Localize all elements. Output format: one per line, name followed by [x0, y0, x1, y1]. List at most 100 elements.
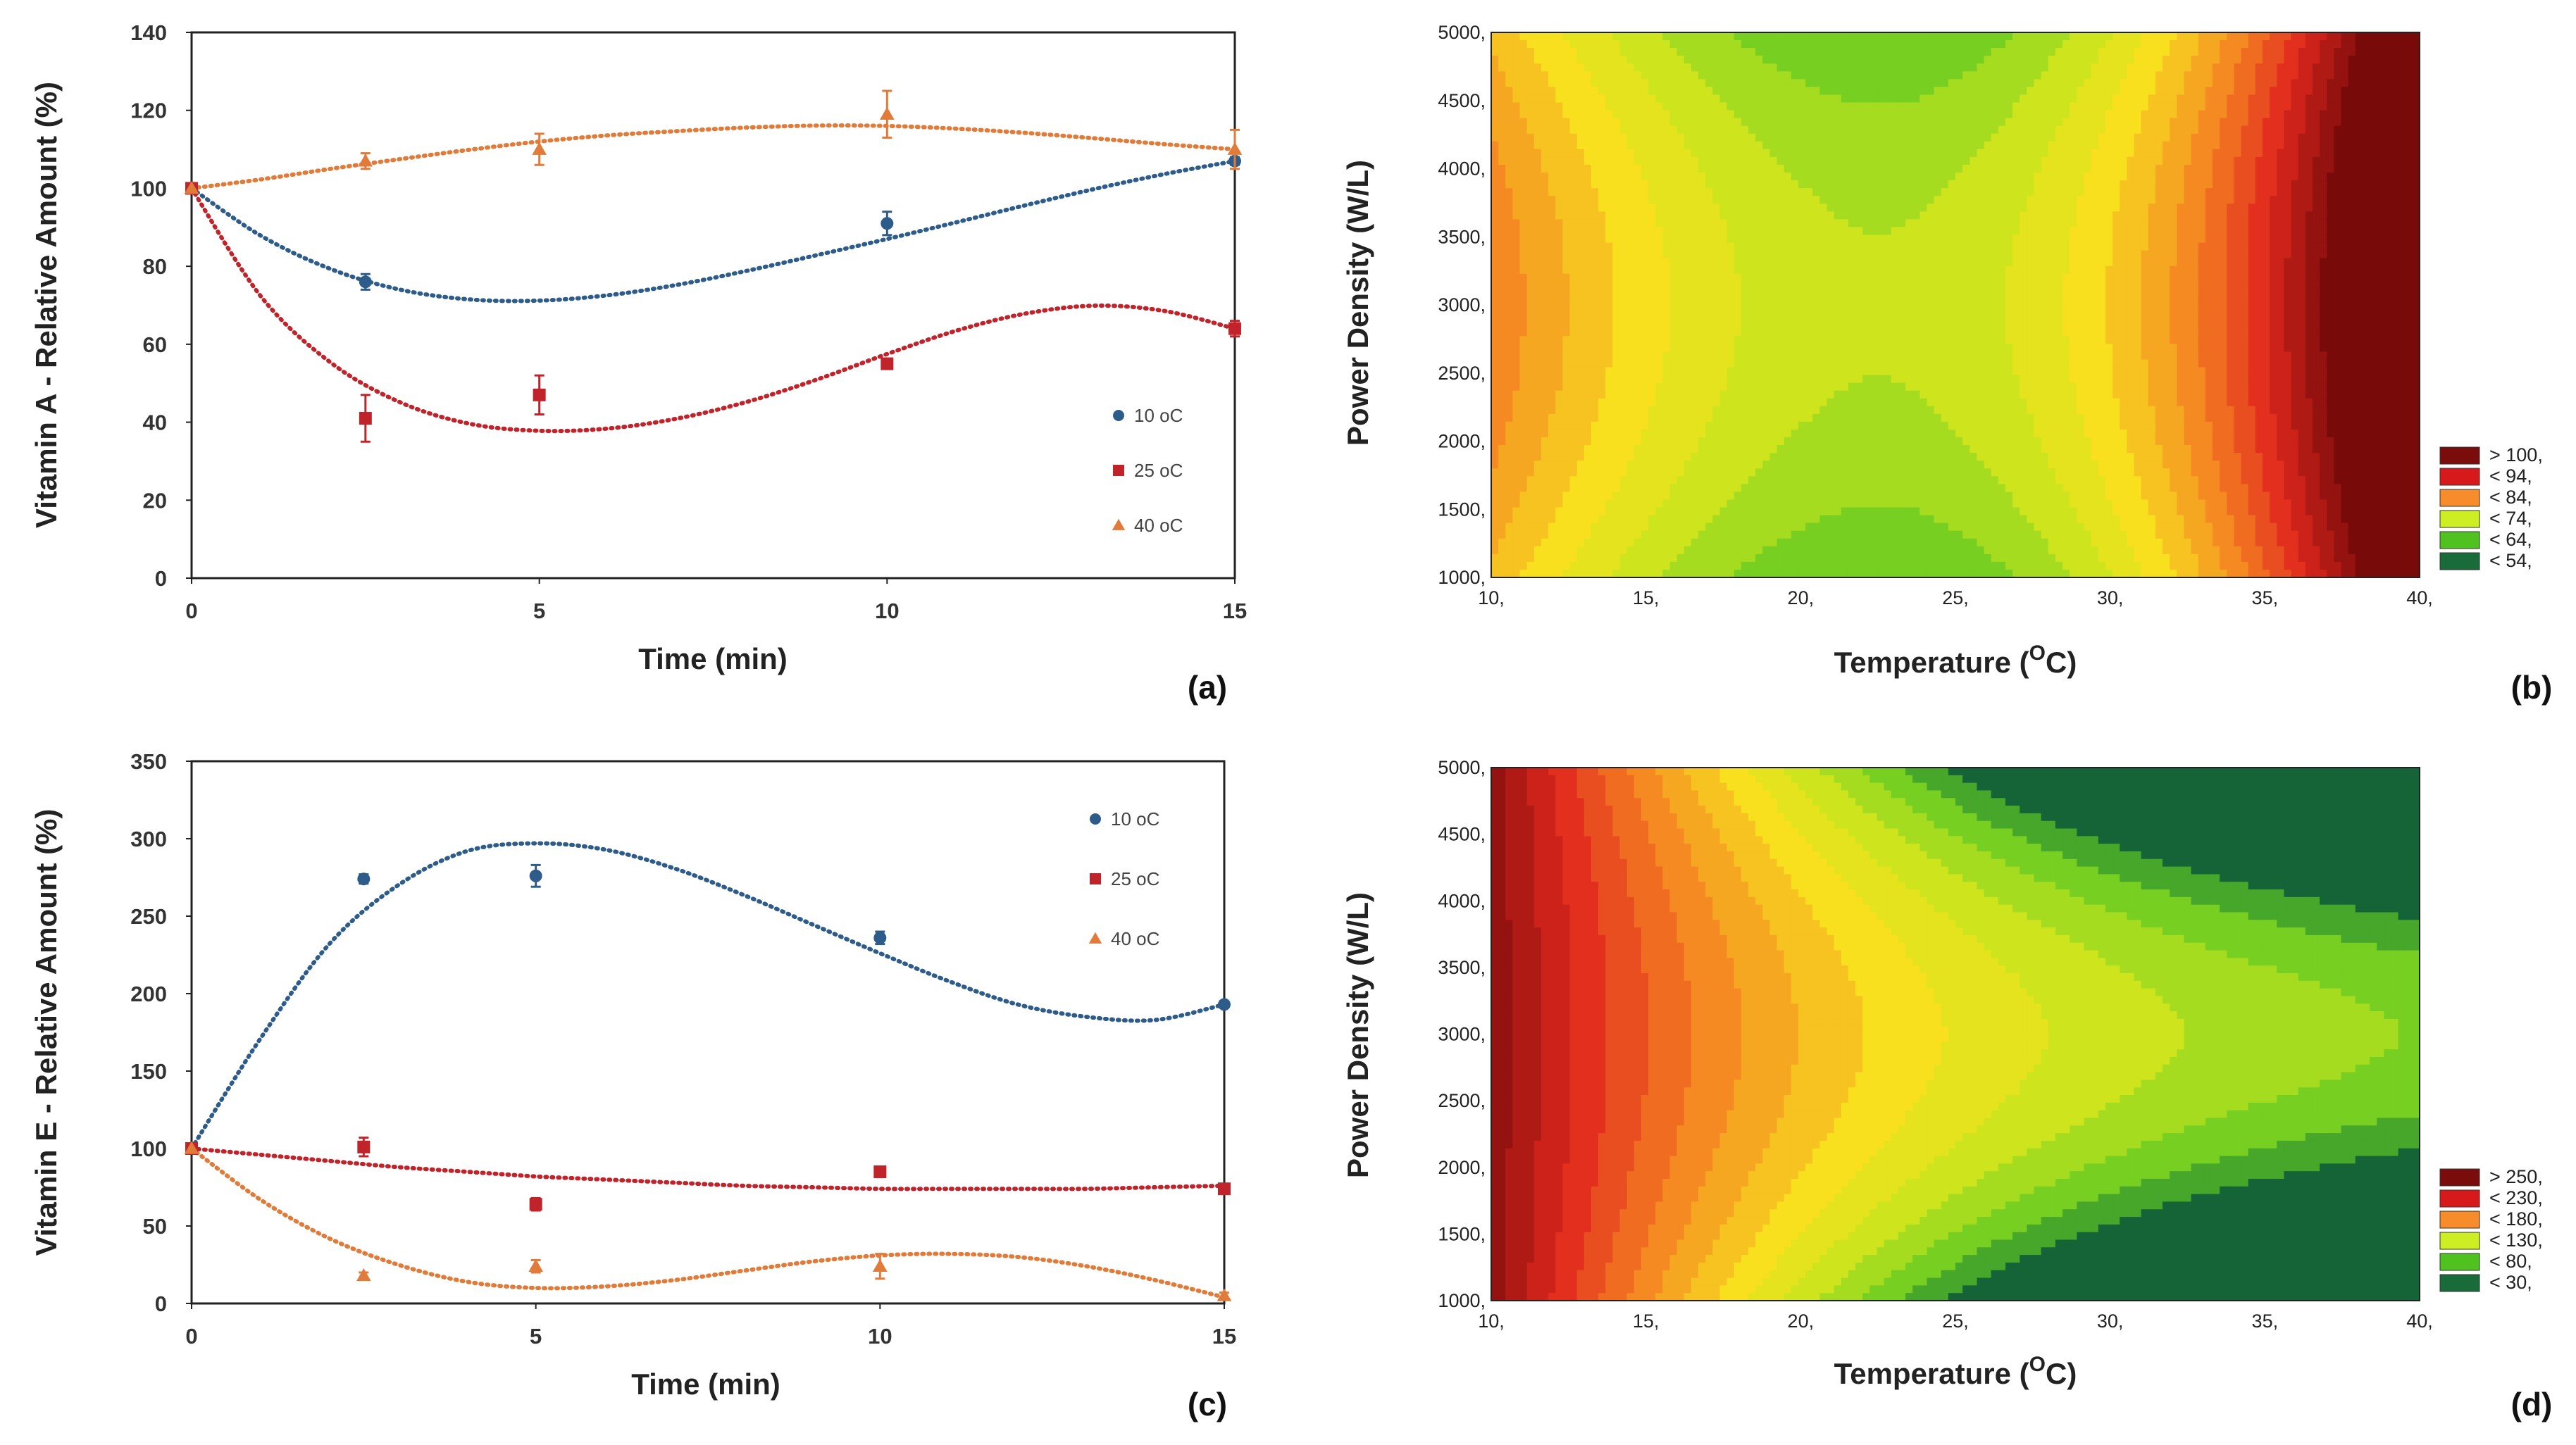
contour-cell: [1619, 515, 1627, 524]
contour-cell: [1669, 258, 1677, 267]
contour-cell: [1955, 492, 1963, 500]
contour-cell: [1934, 126, 1942, 135]
contour-cell: [1819, 251, 1827, 259]
contour-cell: [1855, 79, 1863, 87]
contour-cell: [1619, 142, 1627, 150]
contour-cell: [1827, 492, 1835, 500]
contour-cell: [1748, 570, 1756, 578]
contour-cell: [1655, 359, 1663, 368]
contour-cell: [1605, 476, 1613, 484]
contour-cell: [1884, 367, 1892, 375]
contour-cell: [1669, 56, 1677, 64]
contour-cell: [1677, 165, 1685, 173]
contour-cell: [1634, 282, 1642, 290]
contour-cell: [1941, 251, 1949, 259]
contour-cell: [1641, 134, 1649, 142]
contour-cell: [1891, 289, 1899, 298]
legend-label: 10 oC: [1134, 405, 1183, 426]
contour-cell: [1898, 149, 1906, 158]
contour-cell: [1741, 554, 1749, 563]
contour-cell: [1784, 234, 1792, 243]
contour-cell: [1691, 188, 1699, 196]
contour-cell: [1912, 234, 1920, 243]
contour-cell: [1734, 406, 1742, 415]
contour-cell: [1677, 437, 1685, 446]
contour-cell: [1855, 188, 1863, 196]
contour-cell: [1634, 359, 1642, 368]
contour-cell: [1919, 111, 1927, 119]
contour-cell: [1727, 126, 1735, 135]
contour-cell: [1584, 507, 1592, 515]
contour-cell: [1498, 282, 1506, 290]
contour-cell: [1605, 515, 1613, 524]
contour-cell: [1505, 243, 1513, 251]
contour-cell: [1891, 56, 1899, 64]
contour-cell: [1762, 157, 1770, 165]
contour-cell: [1848, 453, 1856, 461]
contour-cell: [1948, 570, 1956, 578]
contour-cell: [1948, 289, 1956, 298]
contour-cell: [1498, 305, 1506, 313]
contour-cell: [1691, 243, 1699, 251]
contour-cell: [1805, 391, 1813, 399]
contour-cell: [1648, 468, 1656, 477]
contour-cell: [1498, 562, 1506, 570]
contour-cell: [1898, 437, 1906, 446]
contour-cell: [1719, 40, 1727, 49]
contour-cell: [1555, 79, 1563, 87]
contour-cell: [1541, 351, 1549, 360]
contour-cell: [1834, 149, 1842, 158]
contour-cell: [1955, 375, 1963, 384]
contour-cell: [1798, 282, 1806, 290]
contour-cell: [1612, 320, 1620, 329]
contour-cell: [1598, 359, 1606, 368]
contour-cell: [1719, 399, 1727, 407]
contour-cell: [1834, 523, 1842, 532]
contour-cell: [1520, 126, 1528, 135]
contour-cell: [1791, 351, 1799, 360]
contour-cell: [1562, 196, 1570, 204]
contour-cell: [1648, 149, 1656, 158]
contour-cell: [1912, 546, 1920, 555]
contour-cell: [1827, 383, 1835, 392]
contour-cell: [1691, 367, 1699, 375]
contour-cell: [1962, 430, 1970, 438]
contour-cell: [1827, 531, 1835, 539]
contour-cell: [1955, 266, 1963, 275]
contour-cell: [1855, 313, 1863, 321]
contour-cell: [1891, 243, 1899, 251]
contour-cell: [1755, 391, 1763, 399]
contour-cell: [1927, 492, 1934, 500]
contour-cell: [1612, 507, 1620, 515]
contour-cell: [1812, 523, 1820, 532]
contour-cell: [1812, 87, 1820, 95]
contour-cell: [1712, 430, 1720, 438]
contour-cell: [1648, 56, 1656, 64]
contour-cell: [1784, 375, 1792, 384]
contour-cell: [1777, 562, 1785, 570]
contour-cell: [1541, 134, 1549, 142]
contour-cell: [1934, 87, 1942, 95]
contour-cell: [1705, 499, 1713, 508]
contour-cell: [1784, 320, 1792, 329]
contour-cell: [1605, 399, 1613, 407]
contour-cell: [1698, 562, 1706, 570]
contour-cell: [1527, 227, 1535, 235]
contour-cell: [1877, 437, 1884, 446]
contour-cell: [1827, 227, 1835, 235]
contour-cell: [1805, 476, 1813, 484]
contour-cell: [1605, 562, 1613, 570]
contour-cell: [1591, 289, 1599, 298]
contour-cell: [1541, 48, 1549, 56]
contour-cell: [1555, 507, 1563, 515]
contour-cell: [1648, 94, 1656, 103]
contour-cell: [1777, 468, 1785, 477]
contour-cell: [1905, 258, 1913, 267]
contour-cell: [1962, 103, 1970, 111]
contour-cell: [1912, 282, 1920, 290]
contour-cell: [1855, 118, 1863, 127]
contour-cell: [1919, 305, 1927, 313]
contour-cell: [1977, 63, 1984, 72]
contour-cell: [1584, 173, 1592, 181]
